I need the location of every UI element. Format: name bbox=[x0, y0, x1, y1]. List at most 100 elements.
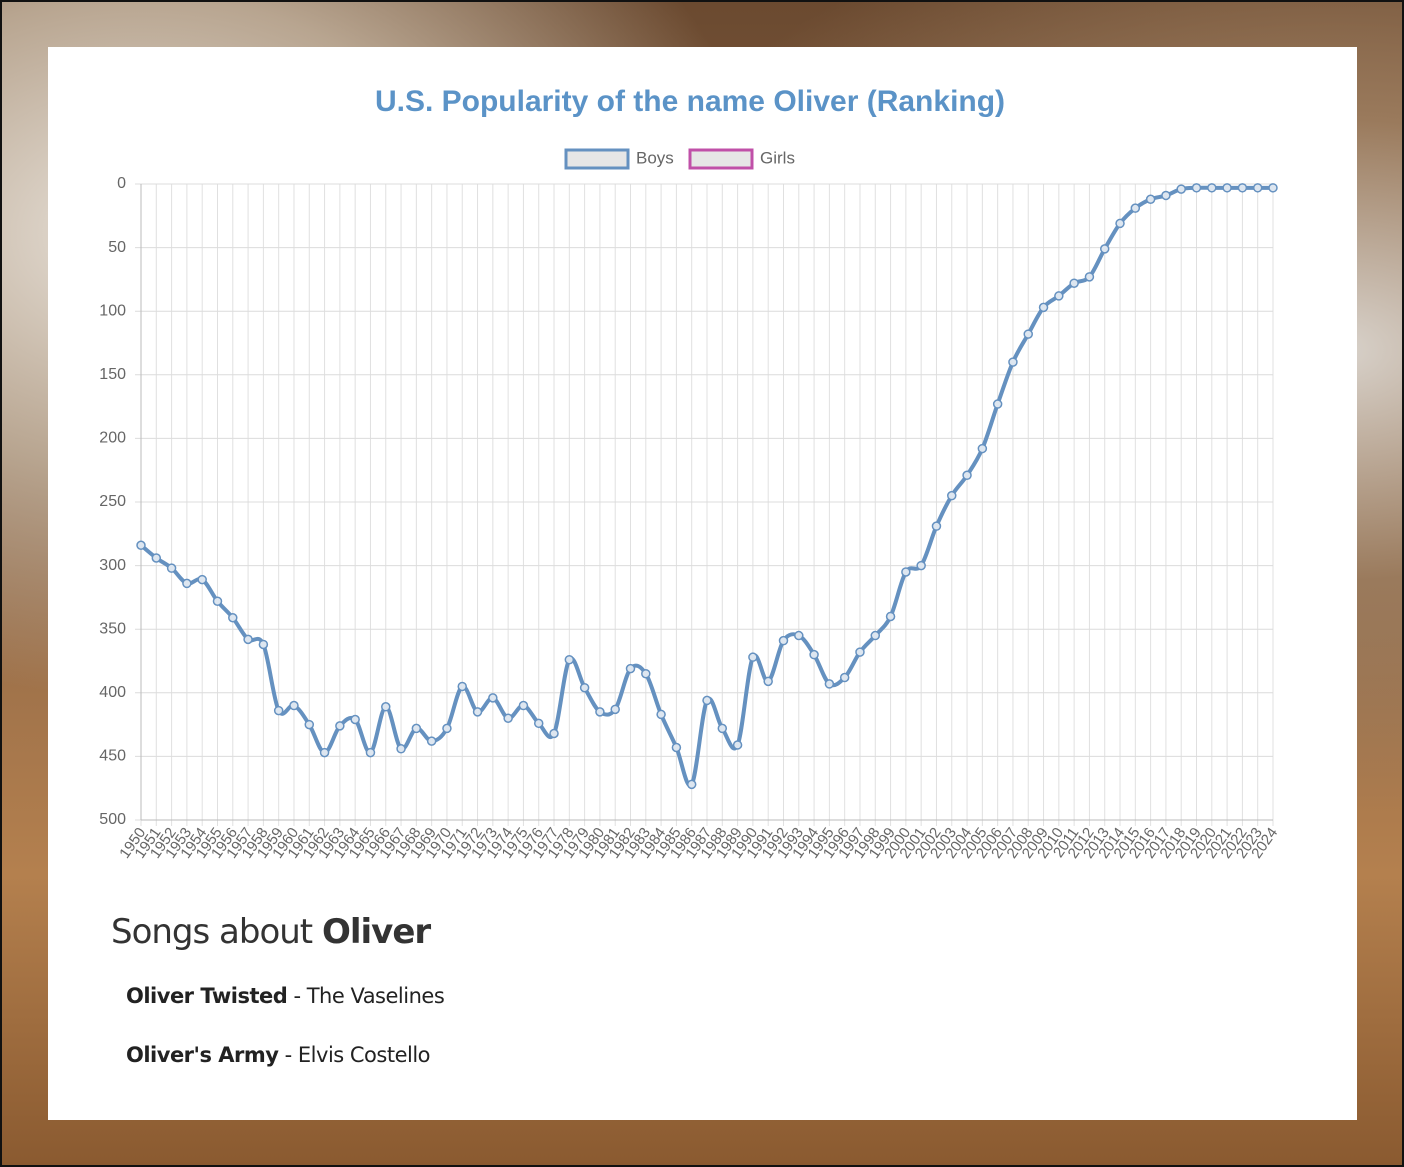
data-point bbox=[166, 563, 177, 573]
data-point bbox=[671, 742, 682, 753]
data-point bbox=[426, 736, 437, 746]
song-artist: - Elvis Costello bbox=[284, 1043, 431, 1067]
data-point bbox=[916, 560, 926, 571]
data-point bbox=[457, 681, 467, 692]
legend-swatch bbox=[688, 148, 754, 170]
chart: U.S. Popularity of the name Oliver (Rank… bbox=[99, 85, 1281, 862]
data-point bbox=[962, 470, 972, 481]
data-point bbox=[549, 728, 559, 739]
data-point bbox=[610, 704, 620, 715]
data-point bbox=[1023, 329, 1033, 339]
data-point bbox=[947, 490, 957, 501]
y-tick-label: 0 bbox=[117, 175, 126, 192]
y-tick-label: 50 bbox=[108, 239, 126, 256]
data-point bbox=[197, 574, 207, 585]
y-tick-label: 400 bbox=[99, 684, 126, 701]
data-point bbox=[1054, 291, 1064, 301]
data-point bbox=[931, 521, 942, 531]
data-point bbox=[243, 634, 253, 645]
data-point bbox=[533, 718, 544, 729]
data-point bbox=[855, 647, 865, 657]
song-item: Oliver's Army - Elvis Costello bbox=[126, 1043, 431, 1067]
data-point bbox=[136, 540, 146, 550]
data-point bbox=[228, 613, 238, 623]
heading-prefix: Songs about bbox=[111, 912, 313, 952]
data-point bbox=[595, 707, 605, 717]
data-point bbox=[1130, 203, 1141, 213]
y-tick-label: 150 bbox=[99, 366, 126, 383]
data-point bbox=[839, 672, 850, 683]
data-point bbox=[748, 652, 758, 662]
data-point bbox=[717, 723, 728, 734]
y-tick-label: 300 bbox=[99, 557, 126, 574]
heading-name: Oliver bbox=[321, 912, 431, 952]
song-title: Oliver Twisted bbox=[126, 984, 288, 1008]
data-point bbox=[885, 611, 896, 622]
data-point bbox=[1191, 183, 1202, 193]
data-point bbox=[870, 630, 881, 641]
y-tick-label: 500 bbox=[99, 811, 126, 828]
data-point bbox=[625, 663, 636, 674]
data-point bbox=[472, 707, 483, 717]
data-point bbox=[778, 635, 789, 646]
songs-heading: Songs about Oliver bbox=[111, 912, 431, 952]
chart-title: U.S. Popularity of the name Oliver (Rank… bbox=[375, 85, 1005, 118]
data-point bbox=[1145, 194, 1156, 205]
data-point bbox=[411, 723, 422, 734]
data-point bbox=[977, 443, 988, 454]
legend-swatch bbox=[564, 148, 630, 170]
songs-section: Songs about Oliver Oliver Twisted - The … bbox=[111, 912, 445, 1067]
content-panel bbox=[48, 47, 1357, 1120]
data-point bbox=[1176, 184, 1186, 194]
data-point bbox=[1268, 183, 1278, 193]
y-tick-label: 250 bbox=[99, 493, 126, 510]
data-point bbox=[702, 695, 712, 706]
song-title: Oliver's Army bbox=[126, 1043, 279, 1067]
data-point bbox=[518, 700, 529, 711]
data-point bbox=[1069, 278, 1079, 288]
data-point bbox=[151, 553, 162, 563]
data-point bbox=[564, 654, 575, 665]
data-point bbox=[732, 740, 743, 750]
data-point bbox=[1008, 357, 1018, 367]
y-tick-label: 450 bbox=[99, 748, 126, 765]
data-point bbox=[381, 702, 391, 712]
data-point bbox=[579, 682, 590, 693]
song-artist: - The Vaselines bbox=[293, 984, 445, 1008]
data-point bbox=[365, 747, 376, 758]
data-point bbox=[212, 596, 223, 606]
y-tick-label: 350 bbox=[99, 620, 126, 637]
y-tick-label: 100 bbox=[99, 302, 126, 319]
data-point bbox=[763, 676, 773, 687]
data-point bbox=[824, 679, 835, 689]
data-point bbox=[503, 713, 513, 723]
data-point bbox=[656, 709, 666, 720]
data-point bbox=[273, 705, 284, 716]
data-point bbox=[794, 630, 804, 641]
data-point bbox=[442, 723, 452, 734]
data-point bbox=[1038, 302, 1049, 313]
data-point bbox=[1207, 183, 1217, 193]
data-point bbox=[396, 744, 406, 754]
data-point bbox=[335, 721, 345, 731]
data-point bbox=[289, 700, 299, 711]
data-point bbox=[258, 639, 269, 650]
data-point bbox=[1099, 244, 1110, 254]
song-item: Oliver Twisted - The Vaselines bbox=[126, 984, 445, 1008]
data-point bbox=[1161, 190, 1171, 201]
data-point bbox=[901, 567, 911, 577]
y-tick-label: 200 bbox=[99, 430, 126, 447]
data-point bbox=[686, 779, 697, 790]
data-point bbox=[1084, 272, 1095, 282]
data-point bbox=[1222, 183, 1232, 193]
data-point bbox=[319, 747, 330, 758]
legend-label: Boys bbox=[636, 148, 674, 167]
legend-label: Girls bbox=[760, 148, 795, 167]
data-point bbox=[1115, 218, 1125, 229]
data-point bbox=[350, 714, 360, 725]
data-point bbox=[1252, 183, 1263, 193]
data-point bbox=[809, 649, 819, 660]
data-point bbox=[1237, 183, 1248, 193]
